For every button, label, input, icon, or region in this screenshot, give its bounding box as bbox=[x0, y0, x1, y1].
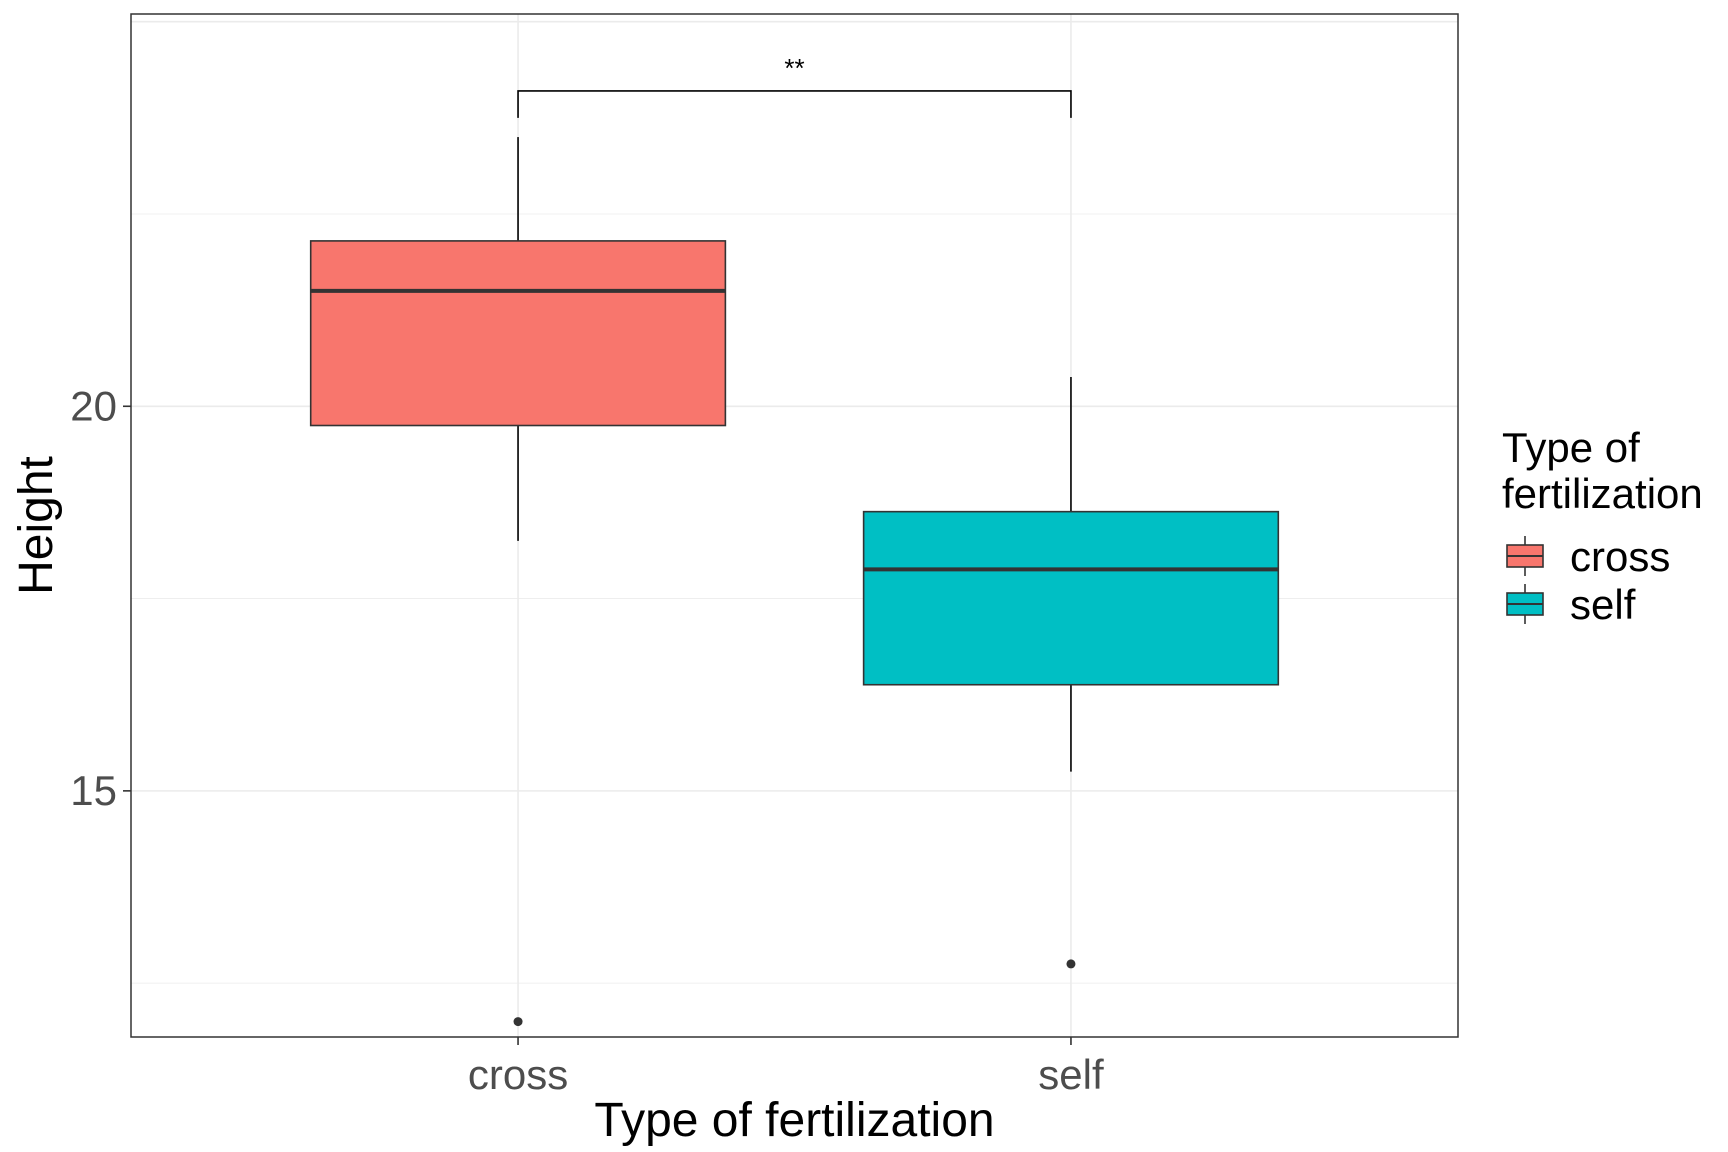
bracket-line bbox=[517, 90, 1072, 118]
y-tick-label: 20 bbox=[70, 382, 117, 429]
box-cross bbox=[309, 137, 727, 1027]
significance-bracket: ** bbox=[517, 53, 1072, 118]
legend-item-self: self bbox=[1506, 581, 1636, 628]
outlier-point bbox=[513, 1017, 523, 1027]
significance-label: ** bbox=[784, 53, 804, 83]
x-axis-ticks: cross self bbox=[468, 1037, 1104, 1098]
x-tick-label: self bbox=[1038, 1051, 1104, 1098]
x-tick-label: cross bbox=[468, 1051, 568, 1098]
legend-item-label: self bbox=[1570, 581, 1636, 628]
box-iqr bbox=[862, 510, 1280, 686]
box-self bbox=[862, 377, 1280, 969]
legend-title-line-1: Type of bbox=[1502, 424, 1640, 471]
y-tick-label: 15 bbox=[70, 767, 117, 814]
box-layer bbox=[309, 137, 1280, 1027]
panel-border bbox=[130, 13, 1459, 1038]
outlier-point bbox=[1066, 959, 1076, 969]
legend-item-cross: cross bbox=[1506, 533, 1670, 580]
legend-item-label: cross bbox=[1570, 533, 1670, 580]
x-axis-title: Type of fertilization bbox=[594, 1094, 994, 1147]
box-iqr bbox=[309, 240, 727, 427]
legend-title-line-2: fertilization bbox=[1502, 470, 1703, 517]
y-axis-title: Height bbox=[10, 456, 63, 595]
